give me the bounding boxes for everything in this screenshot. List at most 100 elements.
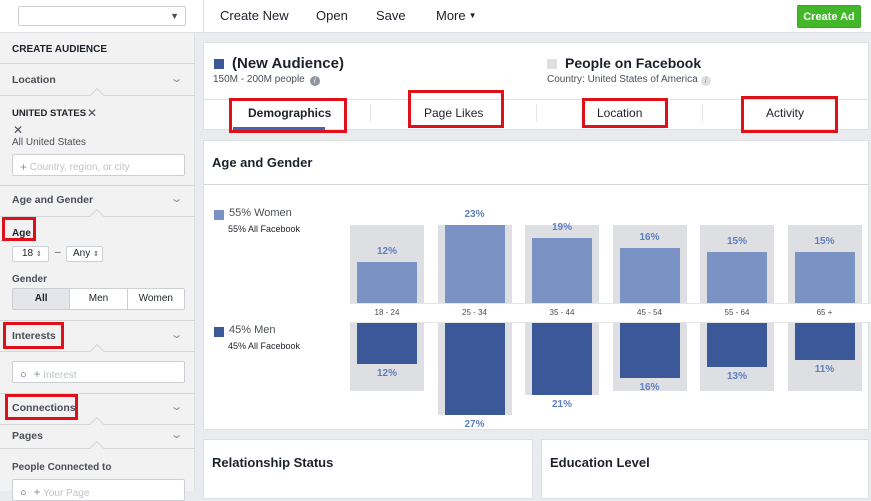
age-axis-strip [350, 303, 871, 323]
caret-down-icon: ▼ [468, 11, 477, 20]
section-notch [89, 87, 105, 103]
comparison-name: People on Facebook [565, 55, 702, 71]
women-pct-label: 15% [726, 235, 747, 247]
relationship-status-card [203, 439, 533, 499]
women-pct-label: 12% [376, 246, 397, 258]
highlight-box [229, 98, 347, 133]
info-icon[interactable]: i [309, 76, 320, 86]
tab-separator [370, 104, 371, 122]
chevron-down-icon[interactable]: ⌄ [169, 73, 184, 85]
comparison-country-text: Country: United States of America [547, 74, 698, 85]
highlight-box [3, 322, 64, 349]
age-category-label: 25 - 34 [462, 308, 487, 317]
divider [203, 184, 869, 185]
gender-women-button[interactable]: Women [126, 289, 184, 309]
men-pct-label: 11% [814, 364, 835, 376]
sort-arrows-icon: ⇕ [93, 251, 99, 258]
chevron-down-icon: ▼ [170, 11, 179, 21]
section-notch [89, 416, 105, 432]
top-toolbar: ▼ Create New Open Save More ▼ Create Ad [0, 0, 871, 33]
tab-page-likes[interactable]: Page Likes [424, 106, 484, 120]
age-min-select[interactable]: 18 ⇕ [12, 246, 49, 262]
interest-placeholder: Interest [43, 370, 77, 381]
men-legend-sub: 45% All Facebook [228, 341, 301, 351]
chevron-down-icon[interactable]: ⌄ [169, 401, 184, 413]
audience-color-swatch [214, 59, 224, 69]
section-notch [89, 343, 105, 359]
info-icon[interactable]: i [700, 76, 711, 86]
interest-search-input[interactable]: ○ + Interest [12, 361, 185, 383]
sidebar-title: CREATE AUDIENCE [12, 44, 108, 55]
location-section-header[interactable]: Location [12, 74, 56, 86]
women-bar [707, 251, 767, 303]
men-bar [357, 323, 417, 364]
women-pct-label: 19% [551, 222, 572, 234]
women-pct-label: 16% [639, 232, 660, 244]
tab-location[interactable]: Location [597, 106, 643, 120]
selected-country: UNITED STATES [12, 108, 87, 119]
connections-section-header[interactable]: Connections [12, 402, 76, 414]
tab-demographics[interactable]: Demographics [248, 106, 332, 120]
remove-location-icon[interactable]: ✕ [13, 123, 24, 137]
age-max-select[interactable]: Any ⇕ [66, 246, 103, 262]
remove-country-icon[interactable]: ✕ [87, 106, 98, 120]
men-bar [532, 323, 592, 395]
age-gender-title: Age and Gender [212, 155, 313, 170]
pages-section-header[interactable]: Pages [12, 430, 43, 442]
men-bar [707, 323, 767, 368]
age-gender-section-header[interactable]: Age and Gender [12, 194, 94, 206]
open-button[interactable]: Open [316, 8, 348, 23]
plus-icon: + [20, 160, 28, 174]
men-legend-swatch [214, 327, 224, 337]
women-pct-label: 15% [814, 235, 835, 247]
women-bar [619, 248, 680, 303]
location-search-input[interactable]: + Country, region, or city [12, 154, 185, 176]
divider [0, 63, 195, 64]
gender-segmented-control: All Men Women [12, 288, 185, 310]
divider [0, 393, 195, 394]
comparison-country: Country: United States of America i [547, 74, 711, 86]
more-label: More [436, 8, 466, 23]
gender-men-button[interactable]: Men [69, 289, 126, 309]
interests-section-header[interactable]: Interests [12, 330, 56, 342]
chevron-down-icon[interactable]: ⌄ [169, 329, 184, 341]
women-bar [444, 224, 505, 303]
highlight-box [5, 394, 78, 420]
active-tab-indicator [233, 127, 325, 130]
women-bar [357, 262, 417, 303]
account-selector[interactable]: ▼ [18, 6, 186, 26]
men-bar [444, 323, 505, 415]
highlight-box [408, 90, 504, 128]
divider [0, 320, 195, 321]
page-search-input[interactable]: ○ + Your Page [12, 479, 185, 501]
gender-all-button[interactable]: All [13, 289, 70, 309]
save-button[interactable]: Save [376, 8, 406, 23]
create-audience-sidebar: CREATE AUDIENCE Location ⌄ UNITED STATES… [0, 33, 195, 501]
create-ad-button[interactable]: Create Ad [797, 5, 861, 28]
men-legend-label: 45% Men [229, 324, 276, 336]
all-united-states-label: All United States [12, 137, 86, 148]
more-menu-button[interactable]: More ▼ [436, 8, 477, 23]
people-connected-label: People Connected to [12, 462, 112, 473]
sort-arrows-icon: ⇕ [35, 251, 42, 258]
search-icon: ○ [20, 369, 27, 381]
tab-separator [702, 104, 703, 122]
women-legend-swatch [214, 210, 224, 220]
chevron-down-icon[interactable]: ⌄ [169, 429, 184, 441]
location-placeholder: Country, region, or city [29, 162, 130, 173]
chevron-down-icon[interactable]: ⌄ [169, 193, 184, 205]
education-level-card [541, 439, 869, 499]
audience-size: 150M - 200M people i [213, 74, 320, 86]
women-legend-label: 55% Women [229, 207, 292, 219]
plus-icon: + [33, 485, 41, 499]
highlight-box [582, 98, 668, 128]
men-pct-label: 13% [726, 371, 747, 383]
tab-activity[interactable]: Activity [766, 106, 805, 120]
create-new-button[interactable]: Create New [220, 8, 289, 23]
tab-separator [536, 104, 537, 122]
men-pct-label: 16% [639, 381, 660, 393]
men-pct-label: 21% [551, 398, 572, 410]
plus-icon: + [33, 367, 41, 381]
toolbar-divider [203, 0, 204, 33]
tab-bar [203, 99, 869, 130]
